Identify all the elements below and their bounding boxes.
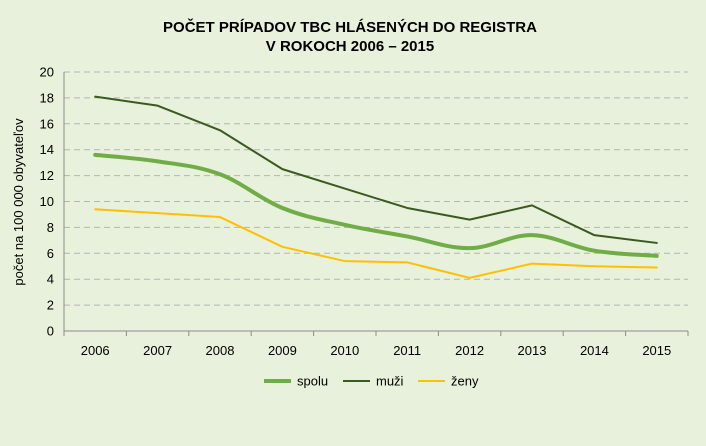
series-line-muži — [94, 95, 658, 244]
legend-label-ženy: ženy — [451, 374, 479, 389]
x-tick-label: 2009 — [268, 343, 297, 358]
x-tick-label: 2008 — [206, 343, 235, 358]
x-tick-label: 2010 — [330, 343, 359, 358]
x-tick-label: 2006 — [81, 343, 110, 358]
y-tick-label: 20 — [40, 65, 54, 80]
x-tick-label: 2013 — [518, 343, 547, 358]
legend-label-spolu: spolu — [297, 374, 328, 389]
x-tick-label: 2011 — [393, 343, 421, 358]
x-tick-label: 2014 — [580, 343, 609, 358]
axes: 0 2 4 6 8 10 12 14 16 18 20 2006 2007 2008 2009 2010 201… — [40, 65, 689, 358]
y-tick-label: 10 — [40, 194, 54, 209]
grid-lines — [64, 71, 688, 306]
x-tick-label: 2007 — [143, 343, 172, 358]
y-tick-label: 4 — [47, 272, 54, 287]
y-tick-label: 6 — [47, 246, 54, 261]
legend: spolu muži ženy — [264, 374, 479, 389]
y-tick-label: 18 — [40, 90, 54, 105]
y-tick-label: 14 — [40, 142, 54, 157]
series-line-ženy — [94, 208, 658, 279]
legend-label-muži: muži — [376, 374, 404, 389]
y-tick-label: 2 — [47, 298, 54, 313]
y-tick-label: 16 — [40, 116, 54, 131]
x-tick-label: 2012 — [455, 343, 484, 358]
y-tick-label: 8 — [47, 220, 54, 235]
y-tick-label: 0 — [47, 324, 54, 339]
x-tick-label: 2015 — [642, 343, 671, 358]
y-axis-label: počet na 100 000 obyvateľov — [11, 118, 26, 286]
series-lines — [93, 95, 659, 279]
series-line-spolu — [93, 152, 659, 258]
chart-title-line2: V ROKOCH 2006 – 2015 — [266, 38, 434, 55]
y-tick-label: 12 — [40, 168, 54, 183]
chart-title-line1: POČET PRÍPADOV TBC HLÁSENÝCH DO REGISTRA — [163, 18, 537, 36]
